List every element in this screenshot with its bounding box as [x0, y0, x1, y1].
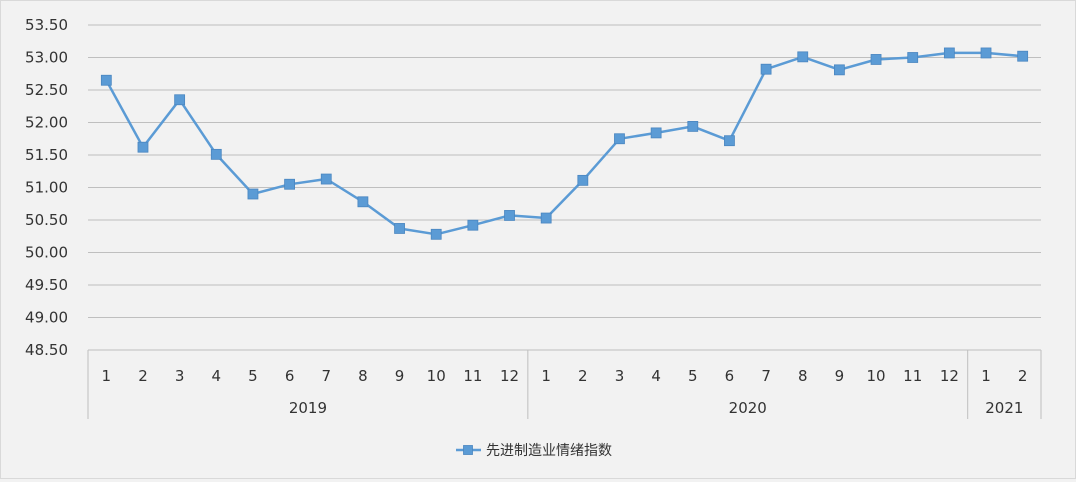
data-point [650, 127, 662, 139]
legend-label: 先进制造业情绪指数 [486, 443, 612, 459]
data-point [210, 148, 222, 160]
series-layer [100, 47, 1029, 240]
x-tick-label: 7 [761, 367, 771, 385]
x-tick-label: 10 [427, 367, 446, 385]
year-label: 2019 [289, 399, 327, 417]
x-tick-label: 3 [615, 367, 625, 385]
legend-marker [463, 445, 473, 455]
data-point [1017, 50, 1029, 62]
x-tick-label: 12 [500, 367, 519, 385]
y-tick-label: 53.50 [25, 16, 68, 34]
x-tick-label: 11 [903, 367, 922, 385]
x-tick-label: 4 [651, 367, 661, 385]
x-tick-label: 7 [321, 367, 331, 385]
data-point [320, 173, 332, 185]
x-tick-label: 2 [1018, 367, 1028, 385]
year-label: 2021 [985, 399, 1023, 417]
y-tick-label: 52.50 [25, 81, 68, 99]
data-point [724, 135, 735, 147]
data-point [357, 196, 369, 208]
data-point [834, 64, 845, 76]
data-point [687, 121, 699, 132]
year-label: 2020 [729, 399, 767, 417]
data-point [174, 94, 186, 106]
x-tick-label: 6 [725, 367, 735, 385]
y-tick-label: 50.00 [25, 244, 68, 262]
x-tick-label: 2 [138, 367, 148, 385]
x-tick-label: 8 [798, 367, 808, 385]
y-tick-label: 49.50 [25, 276, 68, 294]
x-tick-label: 4 [212, 367, 222, 385]
data-point [614, 133, 625, 145]
y-tick-label: 53.00 [25, 49, 68, 67]
gridlines [88, 24, 1041, 351]
data-point [980, 47, 992, 59]
x-tick-label: 9 [835, 367, 845, 385]
x-tick-label: 1 [541, 367, 551, 385]
data-point [504, 210, 515, 221]
data-point [577, 174, 589, 186]
data-point [907, 52, 919, 63]
y-tick-label: 48.50 [25, 341, 68, 359]
data-point [943, 47, 955, 59]
data-point [540, 212, 552, 224]
data-point [467, 219, 479, 231]
data-point [100, 74, 112, 86]
x-tick-label: 1 [102, 367, 112, 385]
y-tick-label: 52.00 [25, 114, 68, 132]
x-tick-label: 10 [867, 367, 886, 385]
legend: 先进制造业情绪指数 [456, 443, 612, 459]
data-point [284, 178, 295, 190]
data-point [430, 228, 442, 240]
x-tick-label: 6 [285, 367, 295, 385]
x-tick-label: 3 [175, 367, 185, 385]
y-tick-label: 50.50 [25, 211, 68, 229]
x-tick-label: 5 [248, 367, 258, 385]
y-tick-label: 51.00 [25, 179, 68, 197]
x-tick-label: 9 [395, 367, 405, 385]
data-point [394, 223, 405, 234]
series-line [105, 51, 1023, 236]
data-point [797, 51, 809, 63]
data-point [760, 63, 772, 75]
data-point [247, 188, 259, 200]
y-axis-ticks: 48.50 49.00 49.50 50.00 50.50 51.00 51.50 52.00… [25, 16, 68, 359]
x-tick-label: 8 [358, 367, 368, 385]
x-tick-label: 12 [940, 367, 959, 385]
y-tick-label: 49.00 [25, 309, 68, 327]
data-point [870, 54, 882, 65]
y-tick-label: 51.50 [25, 146, 68, 164]
x-tick-label: 11 [463, 367, 482, 385]
x-tick-label: 5 [688, 367, 698, 385]
x-tick-label: 2 [578, 367, 588, 385]
x-tick-label: 1 [981, 367, 991, 385]
data-point [137, 141, 149, 153]
